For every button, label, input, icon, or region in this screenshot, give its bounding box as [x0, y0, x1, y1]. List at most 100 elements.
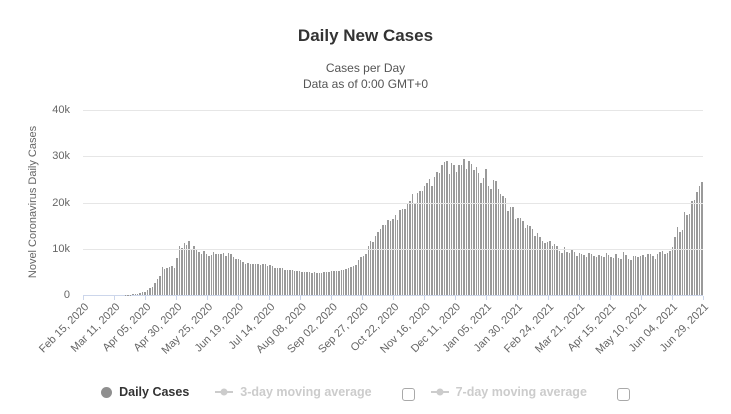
- bar[interactable]: [257, 264, 259, 295]
- bar[interactable]: [664, 253, 666, 295]
- bar[interactable]: [556, 246, 558, 295]
- bar[interactable]: [394, 214, 396, 295]
- bar[interactable]: [338, 270, 340, 295]
- bar[interactable]: [544, 243, 546, 295]
- bar[interactable]: [323, 271, 325, 295]
- bar[interactable]: [266, 266, 269, 295]
- bar[interactable]: [500, 194, 502, 295]
- bar[interactable]: [134, 293, 136, 295]
- bar[interactable]: [213, 252, 215, 295]
- bar[interactable]: [563, 246, 566, 295]
- bar[interactable]: [352, 266, 355, 295]
- bar[interactable]: [247, 263, 249, 295]
- bar[interactable]: [524, 227, 527, 295]
- bar[interactable]: [625, 254, 627, 295]
- bar[interactable]: [477, 173, 480, 295]
- bar[interactable]: [536, 232, 539, 295]
- bar[interactable]: [350, 266, 352, 295]
- bar[interactable]: [492, 180, 495, 295]
- bar[interactable]: [688, 213, 691, 295]
- bar[interactable]: [190, 248, 193, 295]
- bar[interactable]: [132, 294, 134, 295]
- bar[interactable]: [546, 241, 549, 295]
- bar[interactable]: [529, 226, 531, 295]
- bar[interactable]: [495, 180, 497, 295]
- bar[interactable]: [676, 226, 679, 295]
- bar[interactable]: [448, 173, 450, 295]
- bar[interactable]: [605, 253, 607, 295]
- bar[interactable]: [333, 270, 335, 295]
- bar[interactable]: [176, 258, 178, 295]
- bar[interactable]: [144, 291, 146, 295]
- bar[interactable]: [507, 210, 509, 295]
- bar[interactable]: [541, 240, 544, 295]
- bar[interactable]: [195, 250, 198, 295]
- legend-item-7day-avg[interactable]: 7-day moving average: [430, 385, 587, 399]
- bar[interactable]: [291, 270, 293, 295]
- bar[interactable]: [671, 246, 674, 295]
- bar[interactable]: [404, 208, 406, 295]
- bar[interactable]: [566, 252, 568, 295]
- bar[interactable]: [558, 251, 561, 295]
- bar[interactable]: [151, 287, 154, 295]
- bar[interactable]: [269, 265, 271, 295]
- bar[interactable]: [171, 266, 173, 295]
- bar[interactable]: [522, 220, 524, 295]
- bar[interactable]: [590, 254, 593, 295]
- bar[interactable]: [188, 241, 190, 295]
- bar[interactable]: [325, 271, 328, 295]
- bar[interactable]: [583, 255, 585, 295]
- bar[interactable]: [549, 241, 551, 295]
- bar[interactable]: [698, 186, 701, 295]
- bar[interactable]: [298, 271, 301, 295]
- legend-item-3day-avg[interactable]: 3-day moving average: [215, 385, 372, 399]
- bar[interactable]: [686, 214, 688, 295]
- bar[interactable]: [313, 272, 316, 295]
- bar[interactable]: [684, 212, 686, 295]
- bar[interactable]: [340, 269, 343, 295]
- bar[interactable]: [578, 252, 580, 295]
- bar[interactable]: [220, 254, 222, 295]
- bar[interactable]: [230, 254, 232, 295]
- bar[interactable]: [485, 168, 487, 295]
- bar[interactable]: [453, 165, 455, 295]
- bar[interactable]: [622, 252, 625, 295]
- bar[interactable]: [284, 270, 286, 295]
- bar[interactable]: [377, 232, 379, 295]
- bar[interactable]: [166, 267, 168, 295]
- bar[interactable]: [242, 261, 244, 295]
- checkbox-3day-avg[interactable]: [401, 387, 415, 401]
- bar[interactable]: [423, 185, 426, 295]
- bar[interactable]: [455, 171, 458, 295]
- bar[interactable]: [271, 266, 274, 295]
- bar[interactable]: [421, 191, 423, 295]
- bar[interactable]: [222, 253, 225, 295]
- bar[interactable]: [652, 256, 654, 295]
- bar[interactable]: [240, 259, 242, 295]
- bar[interactable]: [232, 256, 235, 295]
- bar[interactable]: [642, 255, 644, 295]
- bar[interactable]: [617, 257, 620, 295]
- checkbox-7day-avg[interactable]: [616, 387, 630, 401]
- bar[interactable]: [365, 253, 367, 295]
- bar[interactable]: [183, 243, 186, 295]
- bar[interactable]: [318, 273, 320, 295]
- bar[interactable]: [595, 256, 598, 295]
- bar[interactable]: [159, 276, 161, 295]
- bar[interactable]: [561, 253, 563, 295]
- bar[interactable]: [252, 263, 254, 295]
- bar[interactable]: [465, 168, 468, 295]
- bar[interactable]: [141, 292, 144, 295]
- bar[interactable]: [296, 270, 298, 295]
- bar[interactable]: [384, 225, 387, 295]
- bar[interactable]: [666, 252, 669, 295]
- bar[interactable]: [215, 254, 217, 295]
- bar[interactable]: [355, 264, 357, 295]
- bar[interactable]: [320, 273, 323, 295]
- bar[interactable]: [554, 244, 556, 295]
- bar[interactable]: [585, 257, 588, 295]
- bar[interactable]: [392, 218, 394, 295]
- bar[interactable]: [475, 166, 477, 295]
- bar[interactable]: [639, 256, 642, 295]
- bar[interactable]: [568, 253, 571, 295]
